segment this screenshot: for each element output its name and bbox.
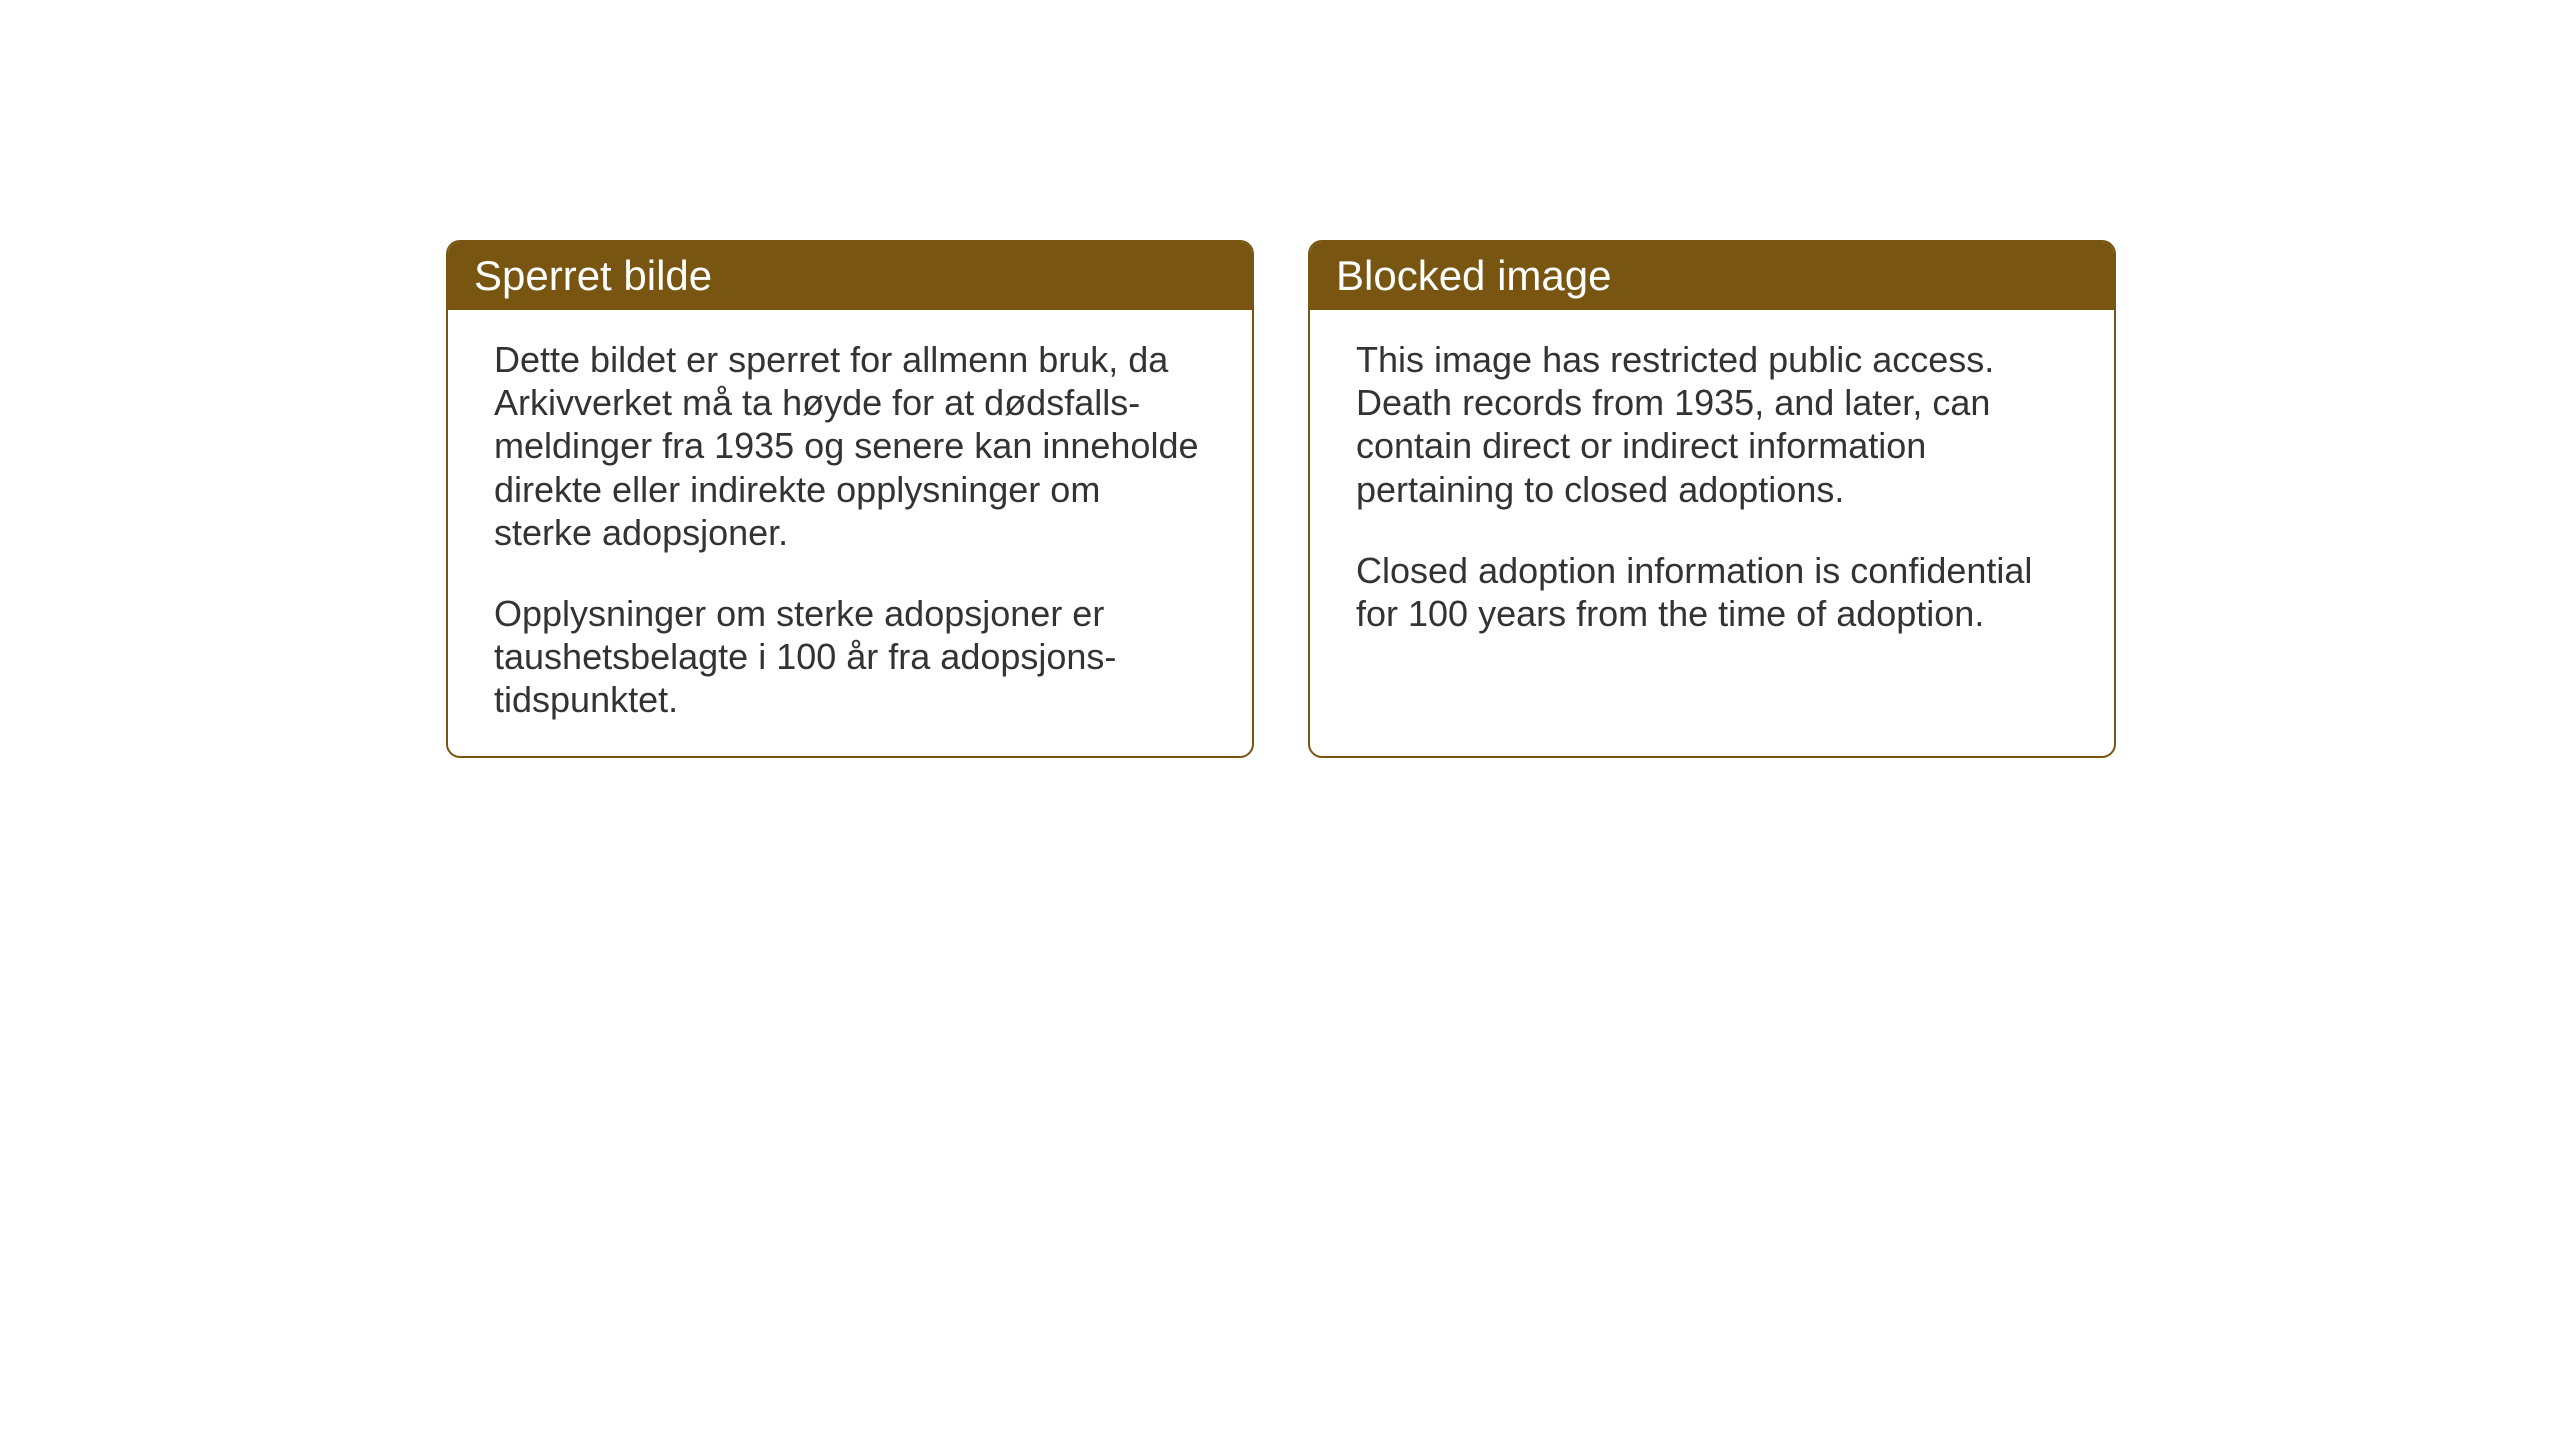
- card-title-english: Blocked image: [1336, 252, 1611, 299]
- card-paragraph1-norwegian: Dette bildet er sperret for allmenn bruk…: [494, 338, 1206, 554]
- card-paragraph2-english: Closed adoption information is confident…: [1356, 549, 2068, 635]
- card-title-norwegian: Sperret bilde: [474, 252, 712, 299]
- card-body-english: This image has restricted public access.…: [1310, 310, 2114, 710]
- notice-card-norwegian: Sperret bilde Dette bildet er sperret fo…: [446, 240, 1254, 758]
- card-body-norwegian: Dette bildet er sperret for allmenn bruk…: [448, 310, 1252, 756]
- card-paragraph1-english: This image has restricted public access.…: [1356, 338, 2068, 511]
- notice-container: Sperret bilde Dette bildet er sperret fo…: [446, 240, 2116, 758]
- notice-card-english: Blocked image This image has restricted …: [1308, 240, 2116, 758]
- card-header-english: Blocked image: [1310, 242, 2114, 310]
- card-header-norwegian: Sperret bilde: [448, 242, 1252, 310]
- card-paragraph2-norwegian: Opplysninger om sterke adopsjoner er tau…: [494, 592, 1206, 722]
